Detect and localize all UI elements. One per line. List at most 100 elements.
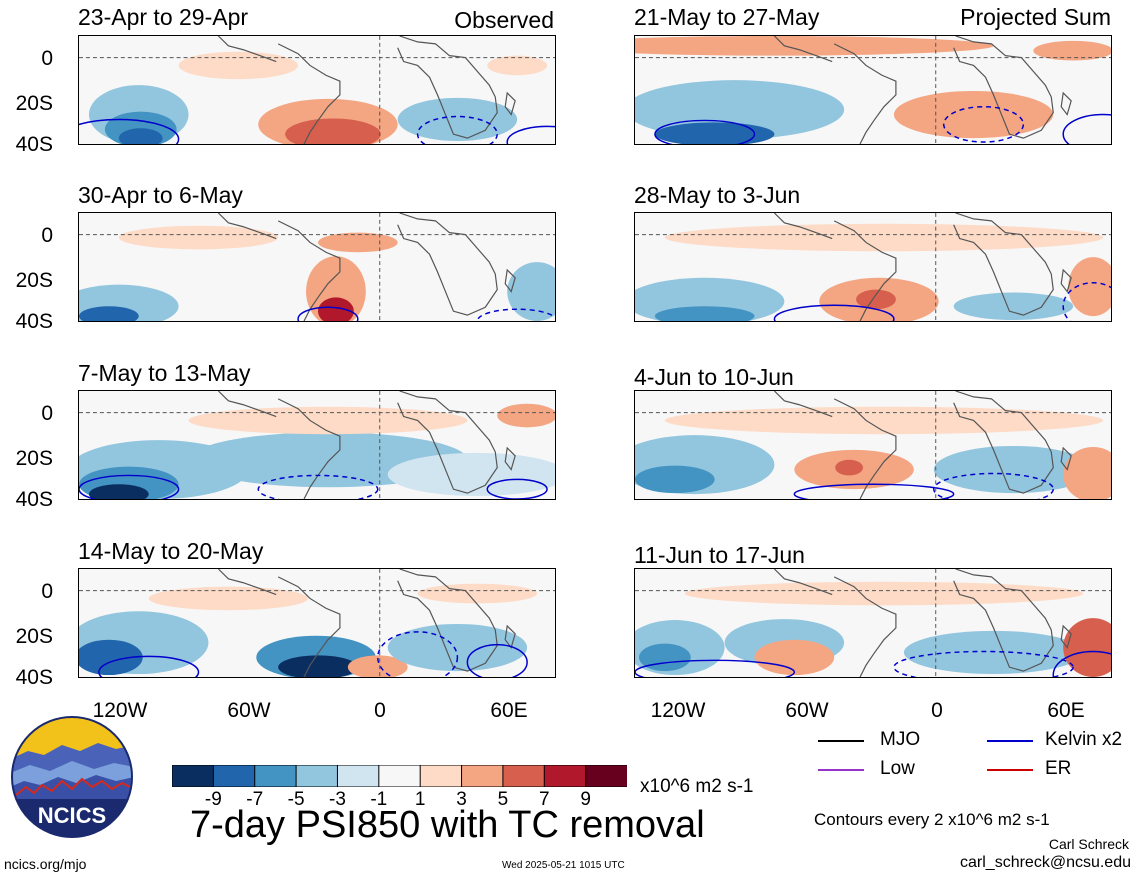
email: carl_schreck@ncsu.edu xyxy=(960,854,1131,871)
anomaly-shading xyxy=(856,289,896,310)
colorbar xyxy=(171,764,629,788)
timestamp: Wed 2025-05-21 1015 UTC xyxy=(502,860,625,871)
kelvin-contour xyxy=(933,472,1054,499)
colorbar-swatch xyxy=(336,764,380,788)
coastline xyxy=(397,569,498,672)
kelvin-contour xyxy=(79,474,180,499)
colorbar-units: x10^6 m2 s-1 xyxy=(640,776,754,797)
coastline xyxy=(277,43,341,144)
anomaly-shading xyxy=(347,655,408,677)
kelvin-contour xyxy=(486,478,548,499)
anomaly-shading xyxy=(178,51,299,80)
anomaly-shading xyxy=(88,484,149,499)
legend-label: MJO xyxy=(880,729,921,750)
kelvin-contour xyxy=(297,306,359,321)
anomaly-shading xyxy=(79,639,143,676)
y-tick-label: 0 xyxy=(41,580,53,603)
map-plot xyxy=(635,213,1111,321)
anomaly-shading xyxy=(285,118,381,144)
coastline xyxy=(277,576,341,677)
coastline xyxy=(277,398,341,499)
map-plot xyxy=(79,213,555,321)
colorbar-swatch xyxy=(171,764,215,788)
kelvin-contour xyxy=(773,304,895,321)
anomaly-shading xyxy=(893,90,1054,139)
contour-note: Contours every 2 x10^6 m2 s-1 xyxy=(814,810,1050,829)
coastline xyxy=(397,36,498,139)
anomaly-shading xyxy=(654,122,775,144)
y-tick-label: 0 xyxy=(41,47,53,70)
anomaly-shading xyxy=(79,306,139,321)
kelvin-contour xyxy=(1052,650,1111,677)
map-panel xyxy=(634,390,1112,500)
map-plot xyxy=(79,36,555,144)
colorbar-tick-label: 5 xyxy=(497,789,509,810)
y-tick-label: 0 xyxy=(41,402,53,425)
colorbar-swatch xyxy=(295,764,339,788)
colorbar-tick-label: -9 xyxy=(204,789,222,810)
coastline xyxy=(833,220,897,321)
map-panel xyxy=(634,35,1112,145)
anomaly-shading xyxy=(497,403,555,428)
anomaly-shading xyxy=(664,223,1104,252)
anomaly-shading xyxy=(1063,446,1111,499)
anomaly-shading xyxy=(933,445,1094,494)
legend-label: Kelvin x2 xyxy=(1045,729,1123,750)
map-panel xyxy=(78,390,556,500)
anomaly-shading xyxy=(507,262,555,321)
ncics-logo: NCICS xyxy=(10,715,134,839)
anomaly-shading xyxy=(684,581,1084,606)
main-title: 7-day PSI850 with TC removal xyxy=(190,804,705,846)
panel-title: 14-May to 20-May xyxy=(78,538,264,564)
colorbar-tick-label: -5 xyxy=(287,789,305,810)
anomaly-shading xyxy=(754,639,835,676)
x-tick-label: 120W xyxy=(92,699,148,722)
colorbar-swatch xyxy=(585,764,629,788)
coastline xyxy=(833,398,897,499)
coastline xyxy=(397,213,498,316)
map-plot xyxy=(635,391,1111,499)
coastline xyxy=(953,36,1054,139)
kelvin-contour xyxy=(466,643,528,677)
colorbar-swatch xyxy=(461,764,504,788)
map-panel xyxy=(78,568,556,678)
coastline xyxy=(953,213,1054,316)
colorbar-tick-label: -3 xyxy=(329,789,346,810)
coastline xyxy=(397,391,498,494)
anomaly-shading xyxy=(118,128,163,144)
coastline xyxy=(504,91,516,116)
map-plot xyxy=(635,569,1111,677)
logo-text: NCICS xyxy=(38,803,106,828)
kelvin-contour xyxy=(79,118,180,144)
coastline xyxy=(953,391,1054,494)
anomaly-shading xyxy=(148,586,309,611)
coastline xyxy=(217,213,277,240)
author: Carl Schreck xyxy=(1048,836,1129,852)
anomaly-shading xyxy=(664,406,1104,435)
y-tick-label: 20S xyxy=(15,625,53,648)
coastline xyxy=(1060,446,1072,471)
anomaly-shading xyxy=(654,306,755,321)
anomaly-shading xyxy=(835,459,864,476)
anomaly-shading xyxy=(1068,257,1111,317)
panel-title: 4-Jun to 10-Jun xyxy=(634,364,794,390)
colorbar-swatch xyxy=(254,764,298,788)
projected-sum-label: Projected Sum xyxy=(960,4,1111,30)
coastline xyxy=(504,268,516,293)
anomaly-shading xyxy=(487,55,548,76)
y-tick-label: 20S xyxy=(15,269,53,292)
coastline xyxy=(773,569,833,596)
kelvin-contour xyxy=(654,119,756,144)
map-plot xyxy=(79,569,555,677)
legend-swatch-mjo xyxy=(818,740,864,742)
colorbar-tick-label: -7 xyxy=(246,789,264,810)
legend-swatch-er xyxy=(987,769,1033,771)
panel-title: 7-May to 13-May xyxy=(78,360,251,386)
anomaly-shading xyxy=(118,225,279,250)
x-tick-label: 60E xyxy=(490,699,528,722)
website-link[interactable]: ncics.org/mjo xyxy=(4,856,87,872)
kelvin-contour xyxy=(893,650,1074,677)
x-tick-label: 0 xyxy=(374,699,386,722)
anomaly-shading xyxy=(188,406,468,435)
colorbar-tick-label: 7 xyxy=(538,789,550,810)
